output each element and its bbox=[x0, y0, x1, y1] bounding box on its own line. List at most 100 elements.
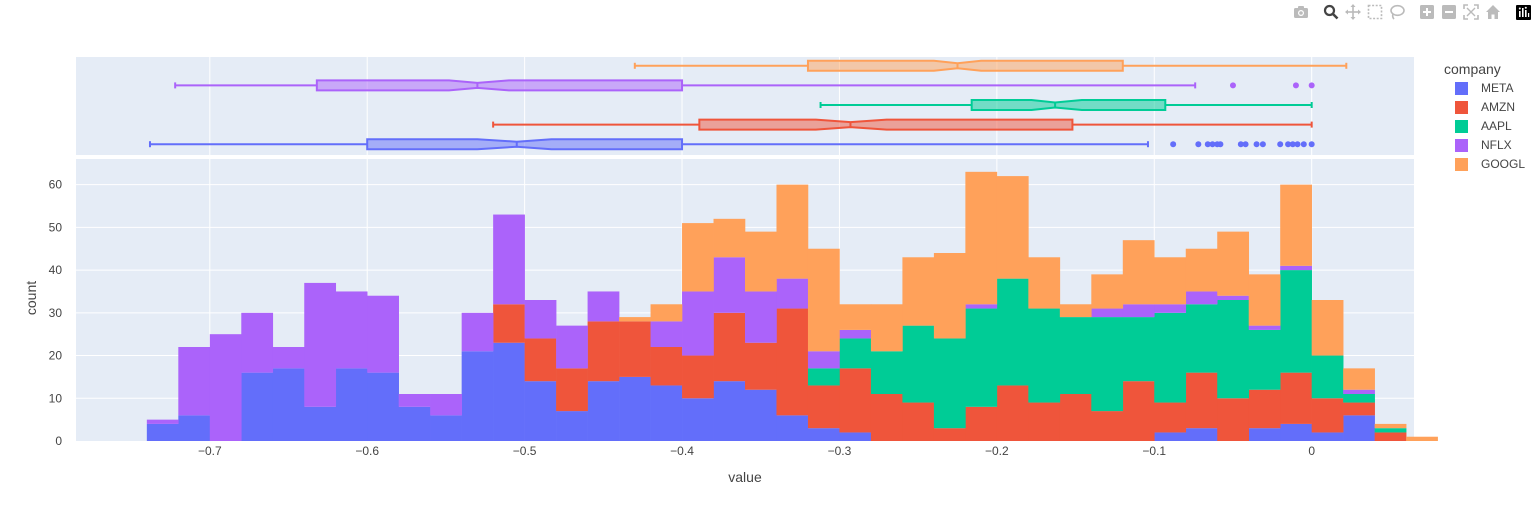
bar[interactable] bbox=[1122, 240, 1155, 305]
box-aapl[interactable] bbox=[819, 99, 1313, 111]
bar[interactable] bbox=[839, 338, 872, 369]
bar[interactable] bbox=[1028, 308, 1061, 403]
bar[interactable] bbox=[776, 308, 809, 416]
bar[interactable] bbox=[713, 257, 746, 313]
bar[interactable] bbox=[1185, 428, 1218, 441]
bar[interactable] bbox=[556, 368, 588, 412]
bar[interactable] bbox=[241, 372, 274, 441]
bar[interactable] bbox=[902, 325, 935, 403]
legend[interactable]: META AMZN AAPL NFLX GOOGL bbox=[1455, 81, 1525, 171]
bar[interactable] bbox=[1154, 402, 1187, 433]
box-amzn[interactable] bbox=[492, 118, 1313, 131]
outlier-point[interactable] bbox=[1170, 141, 1177, 148]
bar[interactable] bbox=[1343, 402, 1375, 416]
bar[interactable] bbox=[1091, 317, 1124, 412]
bar[interactable] bbox=[524, 300, 557, 339]
bar[interactable] bbox=[902, 402, 935, 441]
bar[interactable] bbox=[713, 218, 746, 258]
bar[interactable] bbox=[146, 423, 179, 441]
bar[interactable] bbox=[1248, 428, 1281, 441]
bar[interactable] bbox=[587, 291, 620, 322]
bar[interactable] bbox=[430, 415, 462, 441]
bar[interactable] bbox=[367, 295, 399, 373]
bar[interactable] bbox=[1248, 325, 1281, 330]
bar[interactable] bbox=[650, 304, 683, 322]
lasso-select-icon[interactable] bbox=[1388, 3, 1406, 21]
outlier-point[interactable] bbox=[1308, 82, 1315, 89]
marginal-box-plots[interactable] bbox=[148, 59, 1348, 151]
bar[interactable] bbox=[745, 342, 777, 390]
outlier-point[interactable] bbox=[1285, 141, 1292, 148]
bar[interactable] bbox=[1059, 394, 1092, 441]
bar[interactable] bbox=[335, 368, 368, 441]
legend-item-meta[interactable]: META bbox=[1455, 81, 1513, 95]
bar[interactable] bbox=[304, 282, 337, 407]
bar[interactable] bbox=[524, 338, 557, 382]
bar[interactable] bbox=[870, 351, 903, 394]
bar[interactable] bbox=[965, 304, 998, 309]
histogram-bars[interactable] bbox=[146, 171, 1438, 441]
bar[interactable] bbox=[776, 415, 809, 441]
bar[interactable] bbox=[1343, 389, 1375, 394]
bar[interactable] bbox=[178, 347, 211, 416]
bar[interactable] bbox=[1091, 274, 1124, 309]
bar[interactable] bbox=[1280, 270, 1312, 373]
bar[interactable] bbox=[1059, 304, 1092, 318]
bar[interactable] bbox=[398, 394, 431, 407]
bar[interactable] bbox=[1280, 184, 1312, 266]
bar[interactable] bbox=[398, 406, 431, 441]
bar[interactable] bbox=[807, 351, 840, 369]
outlier-point[interactable] bbox=[1217, 141, 1224, 148]
bar[interactable] bbox=[304, 406, 337, 441]
zoom-out-icon[interactable] bbox=[1440, 3, 1458, 21]
series-amzn[interactable] bbox=[493, 304, 1407, 441]
legend-item-aapl[interactable]: AAPL bbox=[1455, 119, 1512, 133]
bar[interactable] bbox=[1311, 355, 1344, 399]
bar[interactable] bbox=[1343, 415, 1375, 441]
bar[interactable] bbox=[1217, 231, 1250, 296]
bar[interactable] bbox=[1185, 291, 1218, 305]
bar[interactable] bbox=[1311, 432, 1344, 441]
series-nflx[interactable] bbox=[146, 214, 1375, 441]
bar[interactable] bbox=[996, 278, 1029, 386]
box-googl[interactable] bbox=[633, 59, 1348, 72]
autoscale-icon[interactable] bbox=[1462, 3, 1480, 21]
bar[interactable] bbox=[1248, 389, 1281, 429]
bar[interactable] bbox=[1154, 257, 1187, 305]
bar[interactable] bbox=[682, 398, 714, 441]
outlier-point[interactable] bbox=[1277, 141, 1284, 148]
outlier-point[interactable] bbox=[1294, 141, 1301, 148]
bar[interactable] bbox=[807, 368, 840, 386]
outlier-point[interactable] bbox=[1292, 82, 1299, 89]
bar[interactable] bbox=[146, 419, 179, 424]
outlier-point[interactable] bbox=[1237, 141, 1244, 148]
bar[interactable] bbox=[367, 372, 399, 441]
bar[interactable] bbox=[650, 385, 683, 441]
bar[interactable] bbox=[178, 415, 211, 441]
bar[interactable] bbox=[1406, 436, 1438, 441]
outlier-point[interactable] bbox=[1209, 141, 1216, 148]
bar[interactable] bbox=[965, 171, 998, 305]
bar[interactable] bbox=[807, 428, 840, 441]
bar[interactable] bbox=[839, 368, 872, 433]
bar[interactable] bbox=[587, 321, 620, 382]
outlier-point[interactable] bbox=[1289, 141, 1296, 148]
box-meta[interactable] bbox=[148, 138, 1315, 151]
bar[interactable] bbox=[556, 325, 588, 369]
bar[interactable] bbox=[1185, 372, 1218, 429]
pan-icon[interactable] bbox=[1344, 3, 1362, 21]
bar[interactable] bbox=[965, 406, 998, 441]
outlier-point[interactable] bbox=[1229, 82, 1236, 89]
zoom-icon[interactable] bbox=[1322, 3, 1340, 21]
bar[interactable] bbox=[272, 368, 305, 441]
outlier-point[interactable] bbox=[1242, 141, 1249, 148]
bar[interactable] bbox=[209, 334, 242, 441]
bar[interactable] bbox=[776, 278, 809, 309]
bar[interactable] bbox=[1122, 304, 1155, 318]
bar[interactable] bbox=[870, 304, 903, 352]
bar[interactable] bbox=[587, 381, 620, 441]
bar[interactable] bbox=[839, 432, 872, 441]
bar[interactable] bbox=[1374, 428, 1407, 433]
bar[interactable] bbox=[461, 351, 494, 441]
bar[interactable] bbox=[933, 338, 966, 429]
